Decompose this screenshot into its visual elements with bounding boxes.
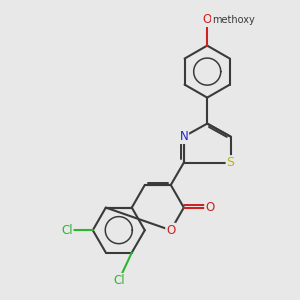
Text: S: S bbox=[226, 156, 235, 169]
Text: O: O bbox=[202, 13, 212, 26]
Text: O: O bbox=[166, 224, 176, 237]
Text: Cl: Cl bbox=[113, 274, 124, 287]
Text: O: O bbox=[205, 201, 214, 214]
Text: methoxy: methoxy bbox=[212, 15, 255, 25]
Text: N: N bbox=[179, 130, 188, 143]
Text: Cl: Cl bbox=[61, 224, 73, 237]
